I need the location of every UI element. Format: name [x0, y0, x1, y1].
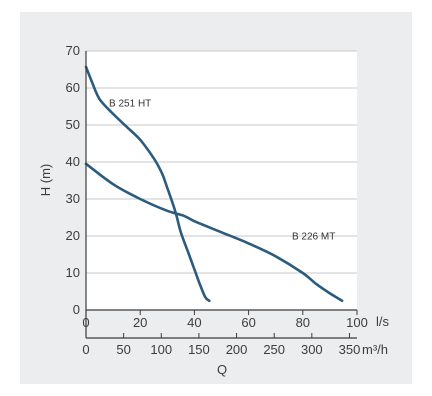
y-tick-label: 40 [66, 154, 80, 169]
x-secondary-tick-label: 300 [301, 342, 323, 357]
x-secondary-tick-label: 250 [263, 342, 285, 357]
y-tick-label: 20 [66, 228, 80, 243]
x-primary-tick-labels: 0 20 40 60 80 100 [82, 315, 367, 330]
y-axis-label: H (m) [38, 164, 53, 197]
x-primary-tick-label: 40 [187, 315, 201, 330]
x-primary-unit-label: l/s [376, 314, 390, 329]
x-primary-tick-label: 0 [82, 315, 89, 330]
series-line-1 [84, 65, 211, 303]
axes [85, 51, 358, 339]
y-tick-label: 0 [73, 302, 80, 317]
series-line-2 [84, 162, 344, 303]
x-secondary-tick-label: 50 [116, 342, 130, 357]
x-axis-label: Q [217, 362, 227, 377]
gridlines [86, 50, 357, 274]
series-label-2: B 226 MT [292, 232, 335, 243]
x-primary-tick-label: 100 [346, 315, 368, 330]
plot-area [86, 51, 357, 310]
x-secondary-tick-label: 200 [226, 342, 248, 357]
y-tick-label: 30 [66, 191, 80, 206]
x-secondary-tick-label: 350 [339, 342, 361, 357]
x-secondary-tick-label: 100 [150, 342, 172, 357]
curves [84, 65, 344, 303]
x-primary-tick-label: 20 [133, 315, 147, 330]
x-secondary-tick-labels: 0 50 100 150 200 250 300 350 [82, 342, 360, 357]
y-tick-label: 60 [66, 80, 80, 95]
y-tick-label: 50 [66, 117, 80, 132]
x-secondary-tick-label: 150 [188, 342, 210, 357]
curve-labels: B 251 HT B 226 MT [109, 99, 335, 243]
x-secondary-tick-label: 0 [82, 342, 89, 357]
y-tick-labels: 0 10 20 30 40 50 60 70 [66, 43, 80, 317]
series-label-1: B 251 HT [109, 99, 151, 110]
x-primary-tick-label: 60 [241, 315, 255, 330]
pump-curve-chart: B 251 HT B 226 MT 0 10 20 30 40 50 60 70 0 20 40 60… [38, 43, 390, 377]
y-tick-label: 10 [66, 265, 80, 280]
x-secondary-unit-label: m³/h [362, 342, 388, 357]
y-tick-label: 70 [66, 43, 80, 58]
chart-panel: B 251 HT B 226 MT 0 10 20 30 40 50 60 70 0 20 40 60… [20, 12, 412, 384]
x-primary-tick-label: 80 [296, 315, 310, 330]
